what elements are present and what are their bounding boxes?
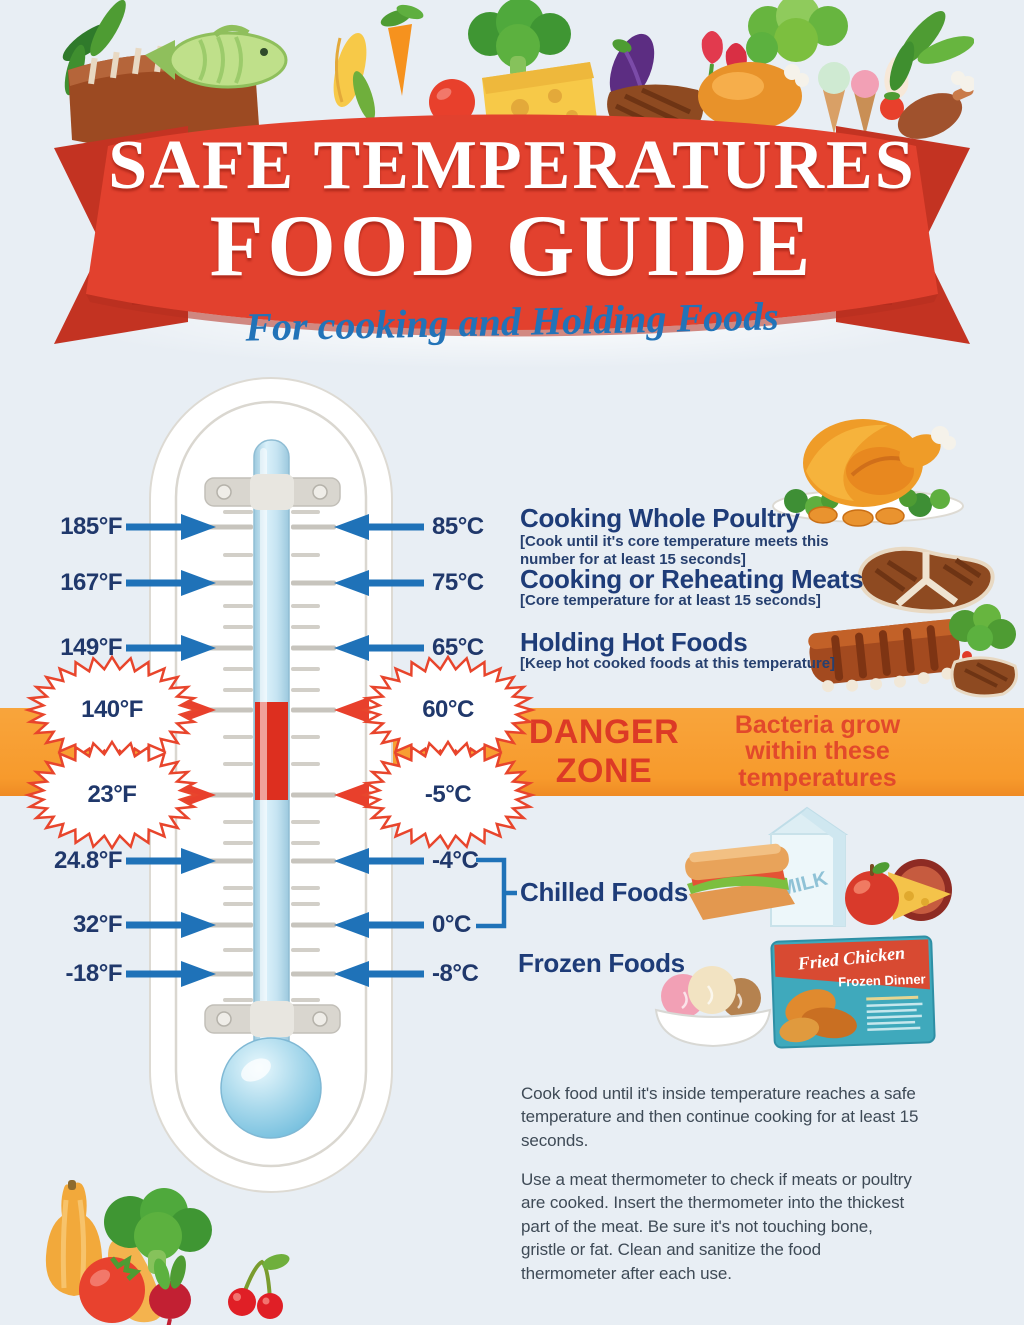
temp-c-minus8: -8°C	[432, 960, 479, 987]
beet-icon	[149, 1255, 191, 1325]
greens-right-icon	[889, 11, 974, 91]
temp-f-24-8: 24.8°F	[54, 847, 122, 874]
page-title-line2: FOOD GUIDE	[209, 198, 815, 295]
thermometer-red-column	[255, 702, 288, 800]
thermometer-tube-highlight	[260, 448, 267, 1072]
section-heading-frozen: Frozen Foods	[518, 948, 685, 978]
steak-icon	[857, 546, 995, 614]
footer-paragraph-2: Use a meat thermometer to check if meats…	[521, 1170, 912, 1283]
broccoli-corner-icon	[104, 1188, 212, 1274]
thermometer-bulb-highlight	[241, 1058, 271, 1082]
page-title-line1: SAFE TEMPERATURES	[108, 127, 916, 204]
ribs-broccoli	[949, 604, 1016, 661]
temp-c-60: 60°C	[422, 696, 474, 723]
tomato-corner-icon	[79, 1254, 145, 1323]
temp-arrow-right	[334, 635, 424, 661]
temp-c-0: 0°C	[432, 911, 471, 938]
section-heading-hot-foods: Holding Hot Foods	[520, 627, 748, 657]
cherries-icon	[228, 1254, 290, 1319]
frozen-foods-icon: Fried Chicken Frozen Dinner	[654, 935, 936, 1049]
temp-arrow-right	[334, 912, 424, 938]
corn-icon	[333, 32, 376, 121]
danger-zone-title: DANGER ZONE	[528, 713, 680, 791]
thermometer-ticks	[207, 510, 336, 1002]
roast-turkey-icon	[772, 419, 964, 527]
temp-f-32: 32°F	[73, 911, 122, 938]
carrot-icon	[380, 4, 424, 96]
fried-chicken-photo	[779, 989, 857, 1043]
temp-c-minus4: -4°C	[432, 847, 479, 874]
turkey-body	[803, 419, 956, 507]
danger-zone-caption: Bacteria grow within these temperatures	[734, 711, 901, 792]
box-fine-print	[866, 995, 923, 1032]
temp-f-149: 149°F	[60, 634, 122, 661]
ribbon-face-shade	[86, 294, 938, 337]
section-note-poultry: [Cook until it's core temperature meets …	[520, 533, 829, 569]
section-note-meats: [Core temperature for at least 15 second…	[520, 592, 821, 609]
temp-arrow-left	[126, 570, 216, 596]
section-heading-poultry: Cooking Whole Poultry	[520, 503, 800, 533]
temp-f-minus18: -18°F	[65, 960, 123, 987]
ribs-icon	[808, 604, 1018, 698]
roast-icon	[698, 62, 809, 130]
temp-f-23: 23°F	[87, 781, 137, 808]
temp-arrow-left	[126, 635, 216, 661]
cheese-wedge-icon	[482, 62, 598, 132]
strawberry-icon	[880, 92, 904, 120]
footer-paragraph-1: Cook food until it's inside temperature …	[521, 1084, 919, 1150]
temp-arrow-left	[126, 514, 216, 540]
temp-arrow-right	[334, 570, 424, 596]
temp-c-85: 85°C	[432, 513, 484, 540]
chilled-range-bracket	[476, 857, 517, 929]
tomato-icon	[429, 79, 475, 125]
ribs-steak-wedge	[950, 656, 1018, 698]
assorted-foods-icon	[62, 0, 974, 149]
temp-c-65: 65°C	[432, 634, 484, 661]
lettuce-icon	[746, 0, 848, 64]
temp-f-167: 167°F	[60, 569, 122, 596]
section-heading-chilled: Chilled Foods	[520, 877, 688, 907]
title-ribbon	[54, 114, 970, 344]
temp-c-75: 75°C	[432, 569, 484, 596]
apple-icon	[845, 862, 899, 925]
temp-f-185: 185°F	[60, 513, 122, 540]
temp-arrow-right	[334, 514, 424, 540]
drumstick-icon	[897, 71, 974, 139]
ice-cream-bowl-icon	[654, 966, 772, 1048]
dinner-type-label: Frozen Dinner	[838, 971, 926, 989]
temp-arrow-right	[334, 961, 424, 987]
ribbon-face	[86, 114, 938, 330]
salami-cheese-icon	[888, 859, 952, 921]
temp-arrow-left	[126, 912, 216, 938]
section-heading-meats: Cooking or Reheating Meats	[520, 564, 864, 594]
thermometer-bulb	[220, 1037, 322, 1139]
temp-arrow-right	[334, 848, 424, 874]
section-note-hot-foods: [Keep hot cooked foods at this temperatu…	[520, 655, 836, 672]
frozen-dinner-box-icon: Fried Chicken Frozen Dinner	[770, 935, 936, 1049]
sandwich-icon	[685, 843, 795, 920]
chilled-foods-icon: MILK	[685, 806, 952, 927]
thermometer-top-clamp	[204, 474, 341, 510]
thermometer-bottom-clamp	[204, 1001, 341, 1037]
fish-icon	[145, 25, 288, 89]
temp-c-minus5: -5°C	[424, 781, 472, 808]
temp-f-140: 140°F	[81, 696, 143, 723]
rib-rack	[808, 619, 961, 693]
corner-vegetables-icon	[45, 1180, 290, 1325]
temp-arrow-left	[126, 961, 216, 987]
temp-arrow-left	[126, 848, 216, 874]
